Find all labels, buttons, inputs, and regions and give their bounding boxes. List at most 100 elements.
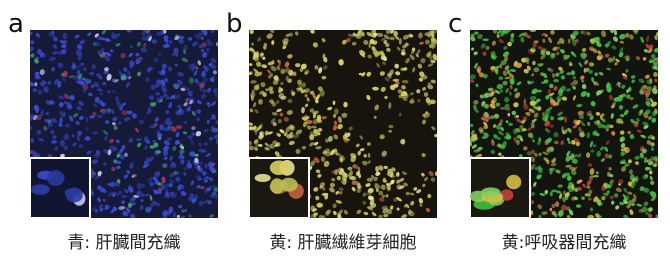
- cell: [390, 179, 395, 185]
- cell: [424, 176, 428, 182]
- cell: [560, 140, 564, 146]
- cell: [380, 55, 385, 60]
- cell: [315, 146, 322, 150]
- cell: [592, 144, 597, 148]
- cell: [354, 33, 362, 39]
- cell: [340, 179, 346, 185]
- cell: [332, 100, 336, 105]
- cell: [32, 88, 38, 93]
- cell: [613, 30, 618, 36]
- cell: [313, 187, 319, 192]
- cell: [582, 30, 586, 36]
- cell: [91, 64, 96, 70]
- cell: [152, 176, 157, 181]
- cell: [267, 131, 273, 135]
- cell: [333, 134, 339, 140]
- cell: [385, 42, 390, 48]
- cell: [211, 101, 216, 106]
- cell: [204, 142, 208, 146]
- cell: [588, 189, 593, 195]
- cell: [561, 204, 567, 211]
- cell: [422, 119, 426, 125]
- cell: [306, 97, 310, 102]
- cell: [214, 92, 218, 98]
- cell: [532, 139, 536, 143]
- cell: [93, 102, 97, 109]
- inset: [470, 157, 531, 218]
- cell: [654, 78, 658, 83]
- cell: [649, 98, 654, 104]
- cell: [583, 68, 587, 73]
- cell: [169, 156, 173, 161]
- cell: [183, 121, 188, 124]
- cell: [30, 46, 34, 53]
- cell: [249, 63, 253, 67]
- cell: [58, 95, 64, 100]
- cell: [168, 179, 175, 184]
- cell: [104, 67, 109, 72]
- cell: [647, 213, 653, 218]
- cell: [555, 101, 560, 106]
- cell: [312, 42, 319, 48]
- cell: [181, 215, 185, 218]
- cell: [162, 149, 169, 157]
- cell: [158, 53, 162, 57]
- cell: [534, 152, 538, 157]
- cell: [482, 114, 487, 120]
- cell: [253, 56, 259, 62]
- cell: [499, 189, 514, 201]
- cell: [112, 33, 119, 40]
- cell: [95, 208, 98, 213]
- cell: [75, 78, 82, 84]
- cell: [559, 37, 565, 44]
- cell: [52, 51, 57, 55]
- cell: [619, 136, 626, 142]
- cell: [470, 74, 476, 80]
- cell: [212, 88, 218, 94]
- cell: [140, 199, 144, 203]
- cell: [149, 181, 154, 187]
- cell: [640, 36, 645, 44]
- cell: [434, 133, 437, 138]
- cell: [175, 133, 179, 138]
- cell: [89, 115, 95, 119]
- cell: [289, 32, 294, 37]
- cell: [570, 70, 576, 76]
- cell: [402, 171, 407, 176]
- cell: [629, 134, 635, 140]
- cell: [422, 87, 426, 91]
- cell: [544, 110, 551, 114]
- cell: [525, 34, 532, 39]
- cell: [182, 131, 188, 135]
- cell: [478, 127, 484, 132]
- cell: [68, 75, 75, 79]
- cell: [581, 47, 587, 52]
- cell: [249, 122, 253, 126]
- cell: [596, 150, 602, 157]
- cell: [409, 54, 415, 60]
- cell: [546, 107, 553, 112]
- cell: [312, 111, 317, 119]
- cell: [174, 63, 178, 67]
- cell: [621, 166, 627, 172]
- cell: [200, 36, 204, 40]
- cell: [353, 164, 359, 170]
- cell: [315, 118, 319, 121]
- cell: [350, 155, 356, 163]
- cell: [525, 59, 529, 64]
- cell: [310, 30, 315, 34]
- cell: [275, 100, 280, 105]
- cell: [111, 166, 116, 172]
- cell: [143, 48, 148, 53]
- cell: [142, 164, 147, 169]
- cell: [555, 72, 560, 77]
- cell: [77, 64, 82, 70]
- cell: [357, 185, 363, 190]
- cell: [97, 115, 103, 118]
- cell: [500, 126, 504, 131]
- cell: [156, 79, 161, 83]
- cell: [592, 174, 600, 178]
- cell: [156, 132, 163, 138]
- cell: [173, 171, 180, 176]
- cell: [644, 159, 647, 163]
